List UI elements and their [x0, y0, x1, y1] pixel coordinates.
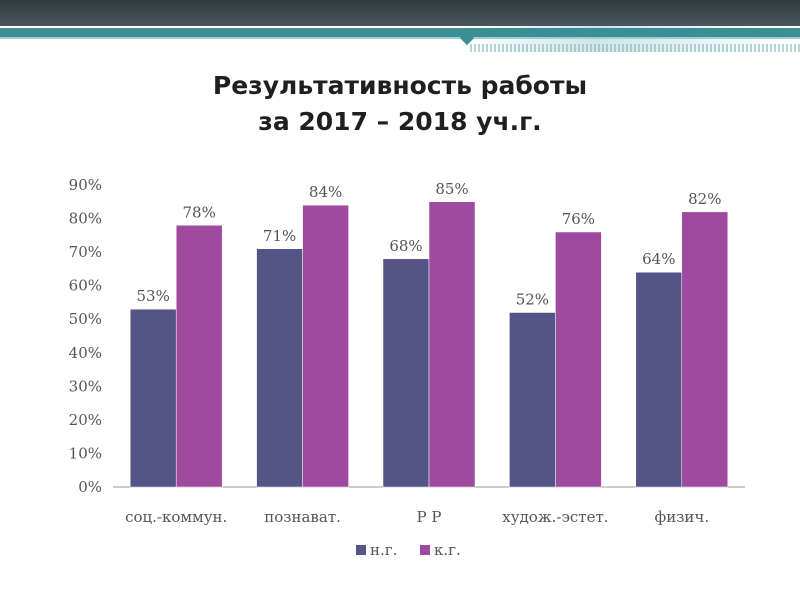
slide-title-line1: Результативность работы: [212, 71, 588, 100]
y-tick-label: 0%: [78, 478, 102, 496]
y-tick-label: 10%: [69, 444, 102, 462]
legend-label: к.г.: [434, 541, 461, 559]
data-label: 84%: [309, 183, 342, 201]
data-label: 53%: [137, 287, 170, 305]
bar: [681, 211, 729, 488]
data-label: 78%: [183, 203, 216, 221]
bar: [175, 225, 223, 488]
y-tick-label: 20%: [69, 411, 102, 429]
data-label: 82%: [688, 190, 721, 208]
y-tick-label: 90%: [69, 176, 102, 194]
bar: [302, 204, 349, 488]
data-label: 76%: [562, 210, 595, 228]
y-tick-label: 80%: [69, 210, 102, 228]
bar: [129, 308, 177, 488]
y-tick-label: 30%: [69, 377, 102, 395]
x-tick-label: соц.-коммун.: [125, 508, 227, 526]
bar: [635, 271, 683, 488]
bar: [256, 248, 303, 488]
bar: [428, 201, 476, 488]
x-tick-label: физич.: [654, 508, 709, 526]
x-tick-label: познават.: [264, 508, 341, 526]
slide-top-band: [0, 0, 800, 26]
y-tick-label: 40%: [69, 344, 102, 362]
bar: [555, 231, 602, 488]
bar: [382, 258, 430, 488]
legend-swatch: [420, 545, 430, 555]
x-tick-label: Р Р: [417, 508, 442, 526]
legend-label: н.г.: [370, 541, 397, 559]
data-label: 64%: [642, 250, 675, 268]
data-label: 68%: [389, 237, 422, 255]
data-label: 85%: [435, 180, 468, 198]
slide-teal-stripe-light: [0, 37, 800, 39]
data-label: 52%: [516, 291, 549, 309]
y-tick-label: 70%: [69, 243, 102, 261]
slide-dotted-accent: [470, 44, 800, 52]
slide-title: Результативность работы за 2017 – 2018 у…: [0, 68, 800, 140]
bar: [509, 312, 556, 488]
y-tick-label: 50%: [69, 310, 102, 328]
slide-title-line2: за 2017 – 2018 уч.г.: [258, 107, 542, 136]
data-label: 71%: [263, 227, 296, 245]
x-tick-label: худож.-эстет.: [502, 508, 608, 526]
legend-swatch: [356, 545, 366, 555]
y-tick-label: 60%: [69, 277, 102, 295]
slide-teal-stripe: [0, 28, 800, 37]
